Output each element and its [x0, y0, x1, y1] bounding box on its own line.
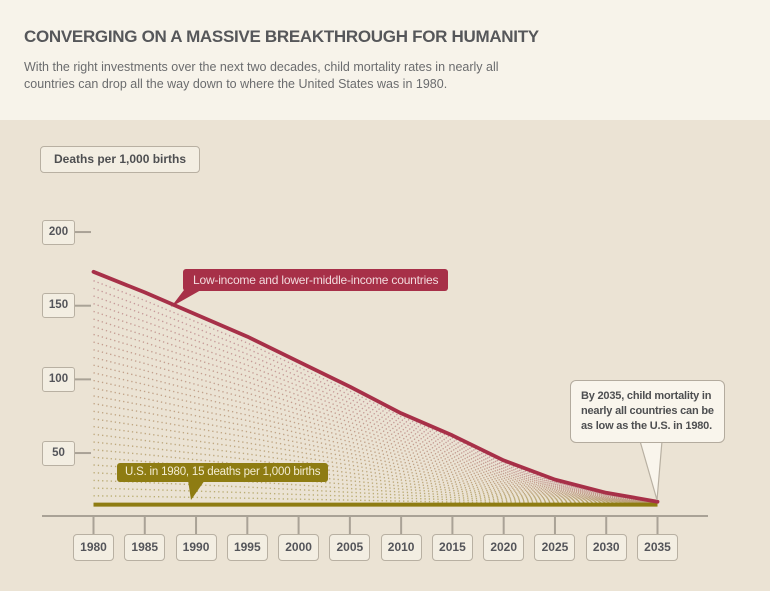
x-axis-tick-label: 1995 [226, 534, 268, 561]
callout-line: as low as the U.S. in 1980. [581, 420, 712, 432]
y-axis-unit-label: Deaths per 1,000 births [40, 146, 201, 173]
x-axis-tick-label: 2025 [534, 534, 576, 561]
x-axis-tick-label: 2015 [431, 534, 473, 561]
x-axis-tick-label: 2020 [483, 534, 525, 561]
series-label-us-1980: U.S. in 1980, 15 deaths per 1,000 births [117, 463, 329, 482]
y-axis-tick-label: 50 [42, 440, 75, 466]
x-axis-tick-label: 1985 [124, 534, 166, 561]
page-title: CONVERGING ON A MASSIVE BREAKTHROUGH FOR… [24, 27, 539, 46]
chart-panel [0, 120, 770, 591]
callout-2035: By 2035, child mortality in nearly all c… [570, 380, 725, 443]
y-axis-tick-label: 100 [42, 366, 75, 392]
x-axis-tick-label: 1980 [73, 534, 114, 561]
x-axis-tick-label: 2030 [585, 534, 627, 561]
y-axis-tick-label: 200 [42, 219, 75, 245]
page-subtitle: With the right investments over the next… [24, 60, 499, 91]
callout-line: By 2035, child mortality in [581, 390, 712, 402]
series-label-low-income: Low-income and lower-middle-income count… [183, 269, 449, 291]
y-axis-tick-label: 150 [42, 293, 75, 319]
x-axis-tick-label: 2000 [278, 534, 320, 561]
x-axis-tick-label: 2035 [637, 534, 678, 561]
x-axis-tick-label: 2005 [329, 534, 371, 561]
x-axis-tick-label: 2010 [380, 534, 422, 561]
x-axis-tick-label: 1990 [175, 534, 217, 561]
callout-line: nearly all countries can be [581, 405, 714, 417]
